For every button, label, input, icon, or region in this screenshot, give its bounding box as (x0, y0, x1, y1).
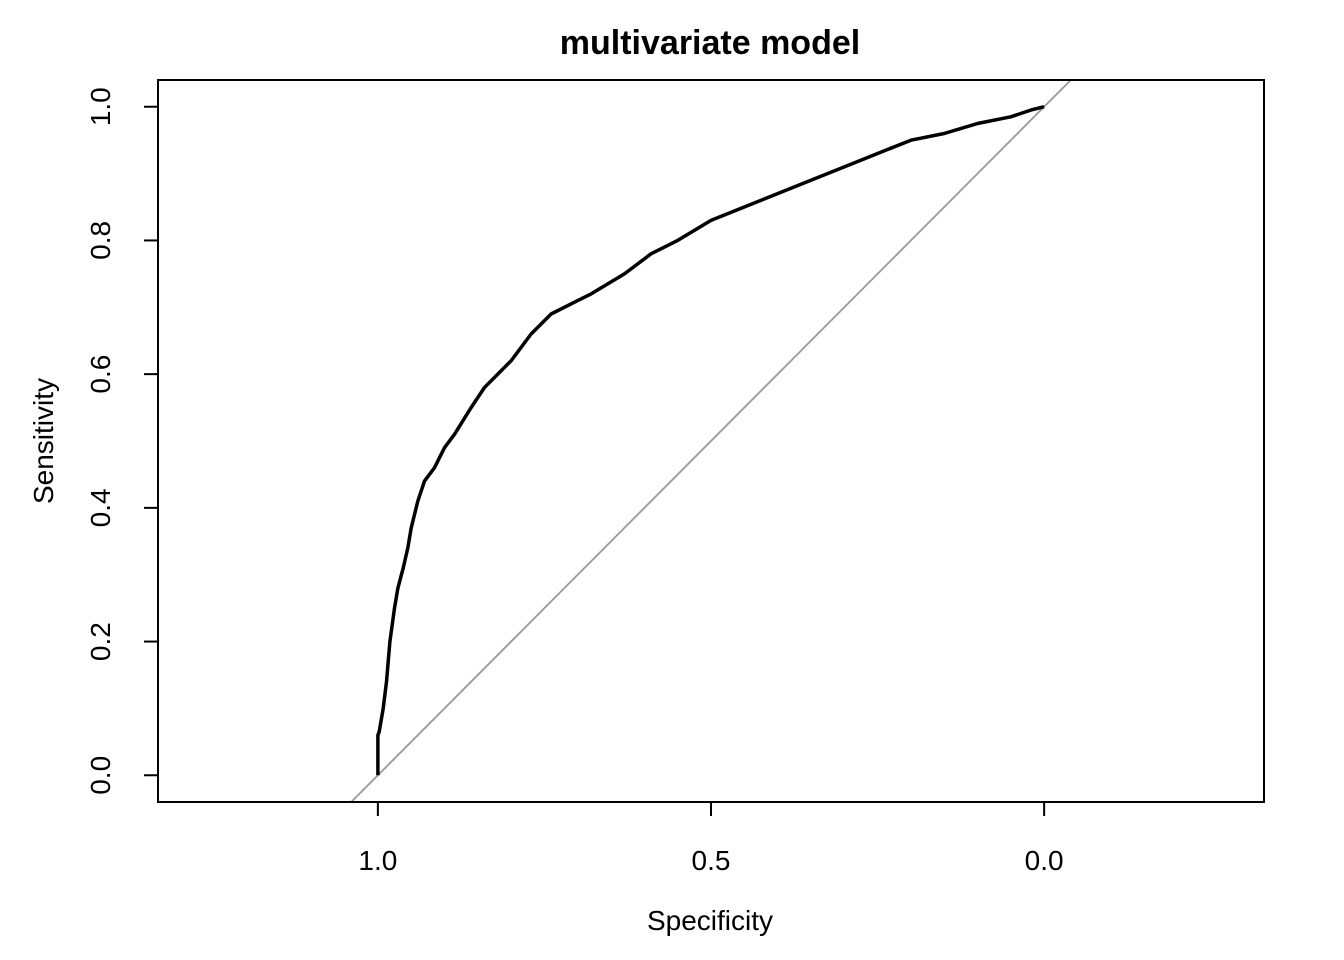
x-tick-label: 0.5 (692, 845, 731, 876)
y-tick-label: 1.0 (85, 87, 116, 126)
y-tick-label: 0.0 (85, 756, 116, 795)
y-axis-label: Sensitivity (28, 378, 59, 504)
y-tick-label: 0.2 (85, 622, 116, 661)
roc-curve-line (376, 105, 1045, 776)
chart-title: multivariate model (560, 24, 860, 62)
y-tick-label: 0.4 (85, 488, 116, 527)
diagonal-reference-line (350, 79, 1072, 803)
x-tick-label: 0.0 (1025, 845, 1064, 876)
plot-frame (157, 79, 1265, 803)
y-tick-label: 0.8 (85, 221, 116, 260)
y-tick-label: 0.6 (85, 355, 116, 394)
series-layer (350, 79, 1072, 803)
x-tick-label: 1.0 (358, 845, 397, 876)
x-axis-label: Specificity (647, 905, 773, 936)
tick-layer: 1.0 0.5 0.0 0.0 0.2 0.4 0.6 0.8 1.0 (85, 87, 1064, 876)
